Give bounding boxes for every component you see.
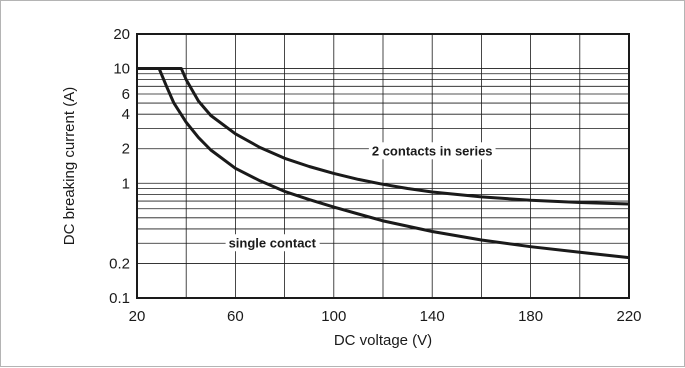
x-tick-label: 60: [227, 308, 244, 325]
grid: [137, 34, 629, 298]
tick-labels: 20 60 100 140 180 220 0.1 0.2 1 2 4 6 10 20: [109, 26, 641, 325]
annotations: 2 contacts in series single contact: [225, 142, 496, 252]
annotation-single-contact: single contact: [229, 235, 317, 250]
y-tick-label: 20: [113, 26, 130, 43]
curves: [137, 67, 630, 260]
y-tick-label: 4: [122, 106, 130, 123]
y-tick-label: 0.2: [109, 255, 130, 272]
x-tick-label: 180: [518, 308, 543, 325]
y-tick-label: 2: [122, 141, 130, 158]
y-tick-label: 1: [122, 175, 130, 192]
annotation-background: [225, 234, 320, 252]
series-line-single-contact: [137, 67, 630, 260]
x-axis-label: DC voltage (V): [334, 332, 432, 349]
annotation-2-contacts-in-series: 2 contacts in series: [372, 143, 493, 158]
series-line-2-contacts: [137, 67, 630, 206]
x-tick-label: 140: [420, 308, 445, 325]
y-tick-label: 0.1: [109, 290, 130, 307]
y-tick-label: 6: [122, 86, 130, 103]
x-tick-label: 20: [129, 308, 146, 325]
plot-border: [136, 33, 630, 299]
annotation-background: [368, 142, 496, 160]
y-tick-label: 10: [113, 61, 130, 78]
y-axis-label: DC breaking current (A): [61, 87, 78, 245]
x-tick-label: 220: [616, 308, 641, 325]
x-tick-label: 100: [321, 308, 346, 325]
